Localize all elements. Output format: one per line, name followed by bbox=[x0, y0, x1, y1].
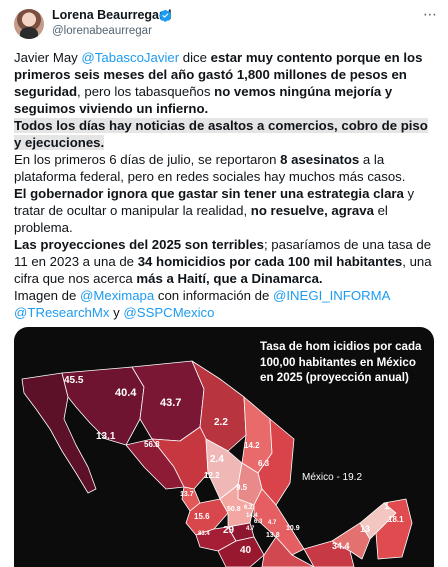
map-label: 50.8 bbox=[227, 506, 241, 513]
map-label: 4.7 bbox=[246, 526, 255, 532]
paragraph-3: En los primeros 6 días de julio, se repo… bbox=[14, 151, 434, 185]
mention-inegi-informa[interactable]: @INEGI_INFORMA bbox=[272, 288, 391, 303]
text-span: dice bbox=[179, 50, 211, 65]
map-label: 56.8 bbox=[144, 440, 160, 449]
bold-span: 34 homicidios por cada 100 mil habitante… bbox=[137, 254, 403, 269]
map-label: 13.8 bbox=[266, 532, 280, 539]
bold-span: estar muy contento porque en los primero… bbox=[14, 50, 423, 99]
map-label: 83.4 bbox=[198, 531, 210, 537]
author-handle[interactable]: @lorenabeaurregar bbox=[52, 25, 152, 37]
mention-tresearchmx[interactable]: @TResearchMx bbox=[14, 305, 110, 320]
national-rate-label: México - 19.2 bbox=[302, 472, 363, 483]
map-label: 13.7 bbox=[180, 491, 194, 498]
map-label: 34.4 bbox=[332, 541, 350, 551]
map-label: 1 bbox=[384, 501, 390, 512]
map-label: 45.5 bbox=[64, 375, 84, 386]
map-label: 10.9 bbox=[286, 525, 300, 532]
author-name[interactable]: Lorena Beaurregard bbox=[52, 8, 172, 22]
map-label: 18.1 bbox=[388, 515, 404, 524]
text-span: Javier May bbox=[14, 50, 82, 65]
region-oaxaca bbox=[261, 536, 315, 567]
map-label: 13 bbox=[360, 524, 370, 534]
map-label: 43.7 bbox=[160, 397, 181, 409]
mention-meximapa[interactable]: @Meximapa bbox=[79, 288, 155, 303]
paragraph-6: Imagen de @Meximapa con información de @… bbox=[14, 287, 434, 321]
map-labels: 45.5 40.4 43.7 13.1 56.8 2.2 14.2 2.4 6.… bbox=[64, 375, 404, 556]
text-span: ; pasaríamos de una tasa de 11 en 2023 a… bbox=[14, 237, 432, 269]
tweet-header: Lorena Beaurregard @lorenabeaurregar ⋯ bbox=[0, 0, 448, 40]
verified-badge-icon bbox=[159, 9, 172, 22]
highlighted-bold-span: Todos los días hay noticias de asaltos a… bbox=[14, 118, 428, 150]
mention-sspcmexico[interactable]: @SSPCMexico bbox=[123, 305, 215, 320]
region-central bbox=[219, 484, 255, 528]
bold-span: El gobernador ignora que gastar sin tene… bbox=[14, 186, 404, 201]
map-label: 4.7 bbox=[268, 520, 277, 526]
map-label: 14.4 bbox=[246, 513, 258, 519]
bold-span: 8 asesinatos bbox=[280, 152, 360, 167]
text-span: En los primeros 6 días de julio, se repo… bbox=[14, 152, 281, 167]
text-span: , una cifra que nos acerca bbox=[14, 254, 432, 286]
paragraph-4: El gobernador ignora que gastar sin tene… bbox=[14, 185, 434, 236]
paragraph-5: Las proyecciones del 2025 son terribles;… bbox=[14, 236, 434, 287]
bold-span: más a Haití, que a Dinamarca. bbox=[136, 271, 323, 286]
map-label: 15.6 bbox=[194, 512, 210, 521]
map-label: 12.2 bbox=[204, 471, 220, 480]
map-label: 29 bbox=[223, 525, 235, 536]
region-campeche bbox=[331, 522, 371, 560]
bold-span: no resuelve, agrava bbox=[250, 203, 374, 218]
text-span: Imagen de bbox=[14, 288, 80, 303]
text-span: a la plataforma federal, pero en redes s… bbox=[14, 152, 406, 184]
bold-span: no vemos ningúna mejoría y seguimos vivi… bbox=[14, 84, 393, 116]
map-label: 6.2 bbox=[244, 505, 253, 511]
map-label: 6.3 bbox=[258, 459, 270, 468]
tweet-text: Javier May @TabascoJavier dice estar muy… bbox=[14, 49, 434, 321]
map-label: 6.3 bbox=[254, 519, 263, 525]
paragraph-1: Javier May @TabascoJavier dice estar muy… bbox=[14, 49, 434, 117]
region-baja-california bbox=[21, 372, 97, 494]
map-label: 13.1 bbox=[96, 431, 116, 442]
map-label: 2.2 bbox=[214, 417, 228, 428]
map-label: 14.2 bbox=[244, 441, 260, 450]
text-span: y tratar de ocultar o manipular la reali… bbox=[14, 186, 415, 218]
mexico-map: 45.5 40.4 43.7 13.1 56.8 2.2 14.2 2.4 6.… bbox=[21, 360, 413, 567]
text-span: y bbox=[109, 305, 124, 320]
map-label: 40 bbox=[240, 545, 252, 556]
map-label: 9.5 bbox=[236, 483, 248, 492]
map-label: 2.4 bbox=[210, 454, 224, 465]
map-title: Tasa de hom icidios por cada 100,00 habi… bbox=[260, 340, 422, 384]
text-span: con información de bbox=[154, 288, 273, 303]
map-label: 40.4 bbox=[115, 387, 137, 399]
tweet-image-map[interactable]: 45.5 40.4 43.7 13.1 56.8 2.2 14.2 2.4 6.… bbox=[14, 327, 434, 567]
bold-span: Las proyecciones del 2025 son terribles bbox=[14, 237, 264, 252]
paragraph-2: Todos los días hay noticias de asaltos a… bbox=[14, 117, 434, 151]
text-span: , pero los tabasqueños bbox=[77, 84, 215, 99]
avatar[interactable] bbox=[14, 9, 44, 39]
region-jalisco bbox=[185, 498, 229, 536]
region-tabasco-chiapas bbox=[303, 540, 355, 567]
region-quintana-roo bbox=[375, 498, 413, 560]
text-span: el problema. bbox=[14, 203, 388, 235]
more-options-icon[interactable]: ⋯ bbox=[423, 6, 438, 22]
mention-tabascojavier[interactable]: @TabascoJavier bbox=[81, 50, 180, 65]
